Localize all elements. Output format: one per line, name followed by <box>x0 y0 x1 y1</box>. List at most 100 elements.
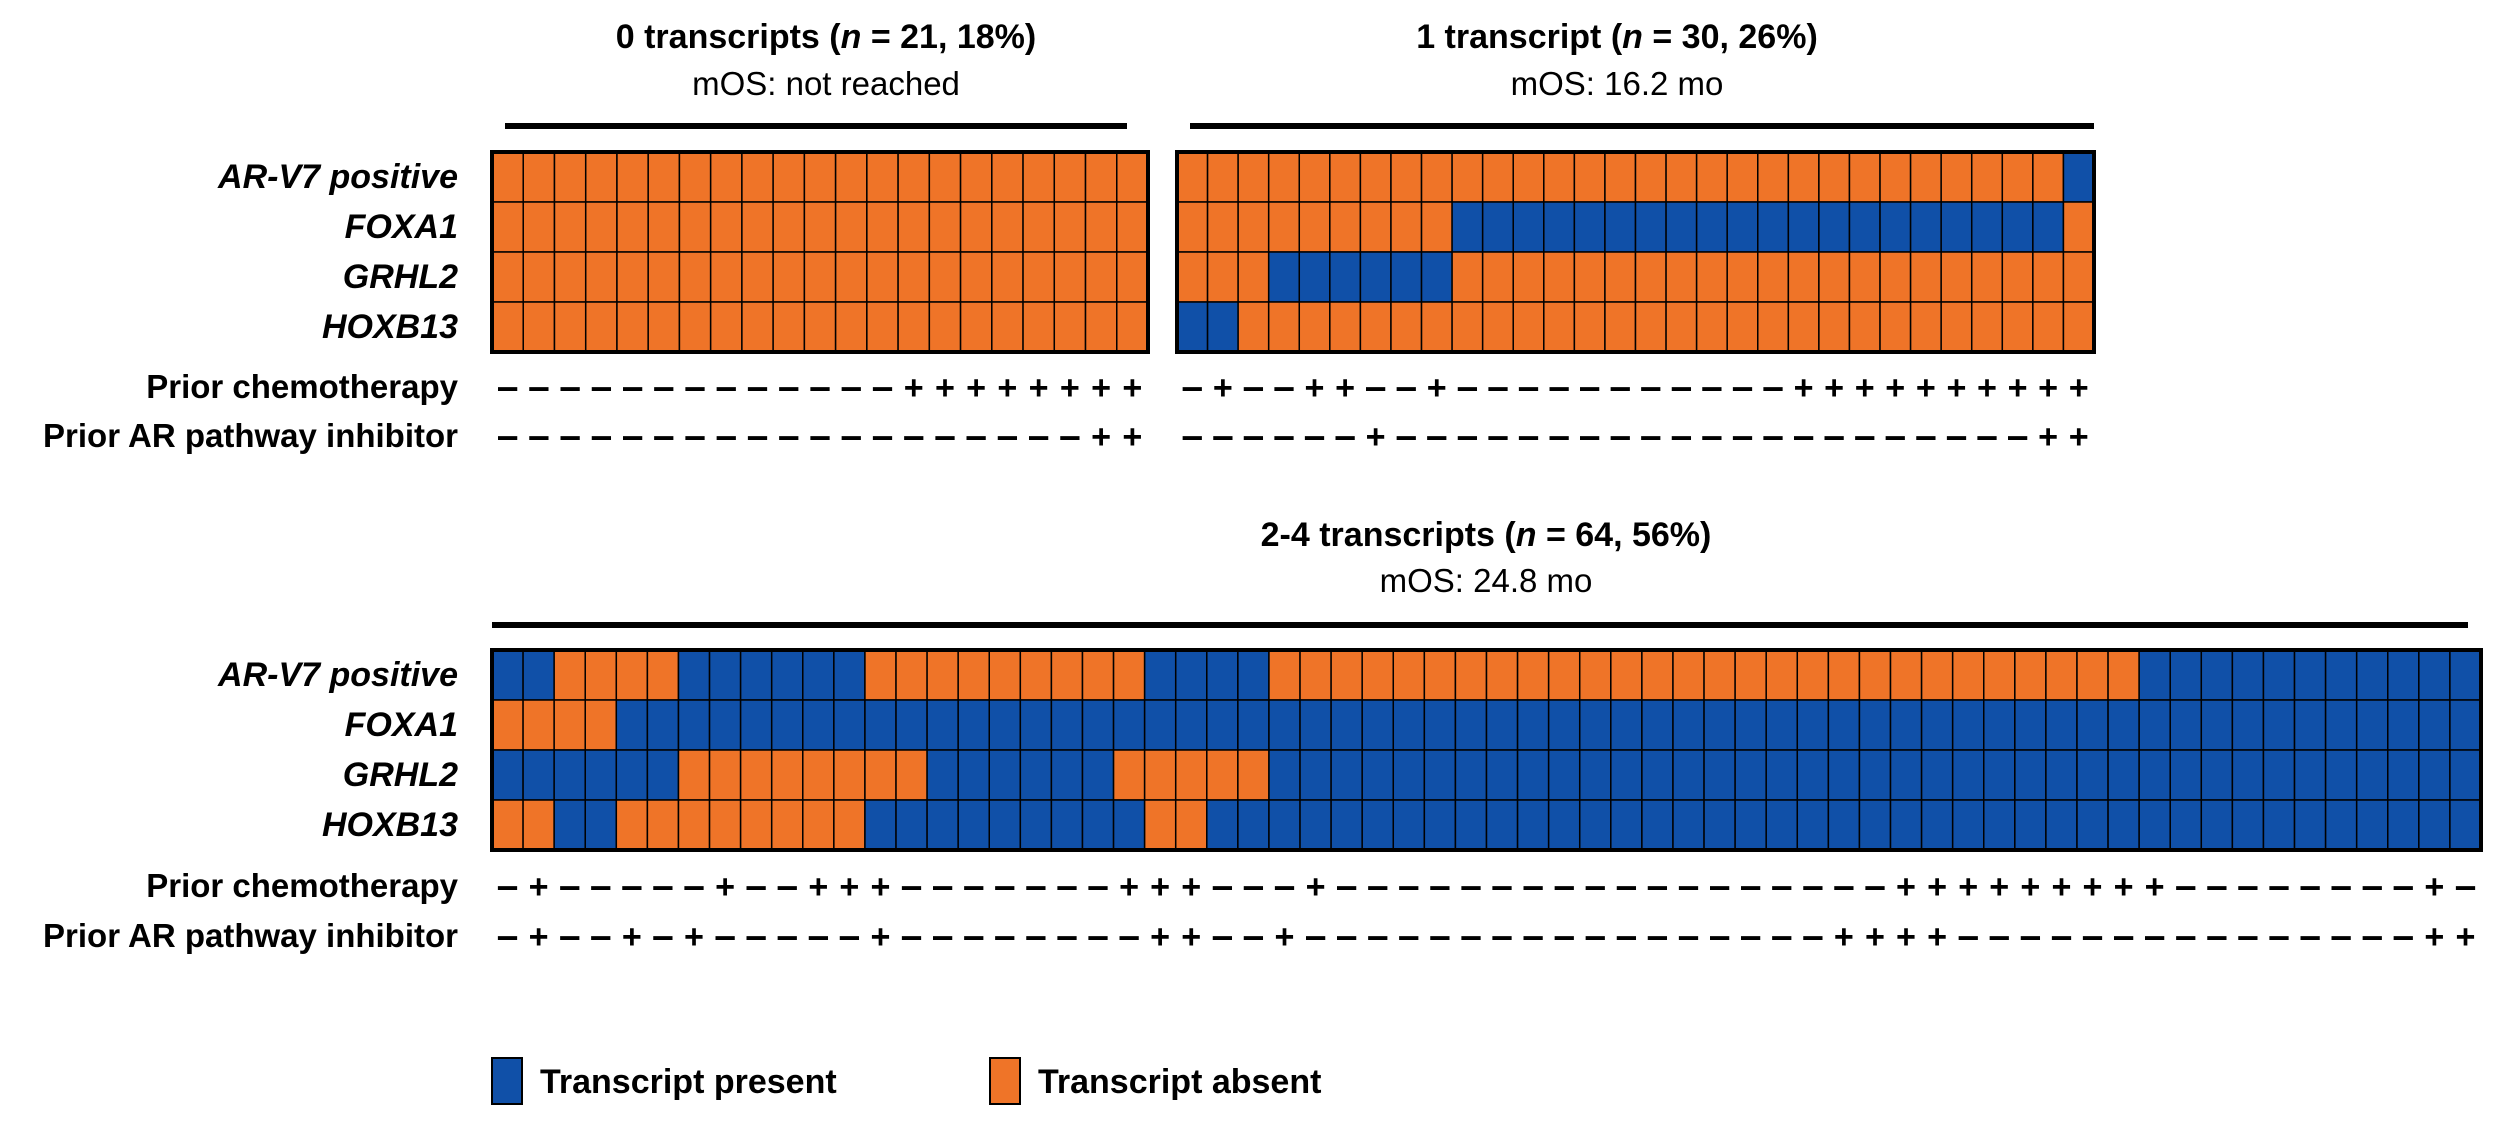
cell-r0-c8 <box>1420 151 1453 203</box>
chemo-mark-4: + <box>1305 368 1324 406</box>
cell-r3-c28 <box>2032 301 2065 353</box>
chemo-mark-11: + <box>840 867 859 905</box>
cell-r3-c57 <box>2262 799 2296 851</box>
chemo-mark-37: – <box>1648 867 1668 905</box>
cell-r2-c15 <box>1634 251 1667 303</box>
cell-r2-c28 <box>1361 749 1395 801</box>
cell-r3-c50 <box>2045 799 2078 851</box>
cell-r1-c37 <box>1641 699 1674 751</box>
cell-r2-c40 <box>1734 749 1767 801</box>
cell-r3-c59 <box>2324 799 2358 851</box>
cell-r1-c13 <box>897 201 931 253</box>
cell-r2-c10 <box>803 251 837 303</box>
arpi-mark-30: – <box>1430 917 1450 955</box>
group-0: 0 transcripts (n = 21, 18%) mOS: not reac… <box>43 18 1150 455</box>
cell-r2-c13 <box>895 749 928 801</box>
chemo-mark-7: – <box>1397 368 1417 406</box>
cell-r3-c33 <box>1516 799 1550 851</box>
cell-r2-c7 <box>1390 251 1423 303</box>
cell-r3-c9 <box>772 301 806 353</box>
legend-swatch-present <box>491 1057 523 1105</box>
cell-r3-c3 <box>1267 301 1301 353</box>
cell-r3-c0 <box>491 799 524 851</box>
row-label: FOXA1 <box>345 208 458 246</box>
cell-r2-c51 <box>2076 749 2109 801</box>
cell-r3-c1 <box>1206 301 1239 353</box>
cell-r1-c49 <box>2014 699 2047 751</box>
chemo-mark-9: – <box>779 368 799 406</box>
arpi-mark-14: – <box>935 417 955 455</box>
arpi-mark-59: – <box>2332 917 2352 955</box>
chemo-mark-26: + <box>1306 867 1325 905</box>
cell-r2-c63 <box>2449 749 2482 801</box>
cell-r2-c15 <box>957 749 990 801</box>
chemo-mark-33: – <box>1523 867 1543 905</box>
cell-r2-c28 <box>2032 251 2065 303</box>
arpi-mark-1: + <box>529 917 548 955</box>
arpi-mark-24: – <box>1244 917 1264 955</box>
cell-r3-c5 <box>646 799 680 851</box>
arpi-mark-28: – <box>1368 917 1388 955</box>
cell-r2-c4 <box>616 251 649 303</box>
cell-r0-c19 <box>1757 151 1790 203</box>
cell-r0-c41 <box>1765 649 1799 701</box>
cell-r3-c3 <box>584 301 618 353</box>
cell-r2-c12 <box>864 749 897 801</box>
cell-r1-c4 <box>1298 201 1331 253</box>
cell-r0-c59 <box>2324 649 2358 701</box>
cell-r2-c4 <box>1298 251 1331 303</box>
cell-r0-c14 <box>928 151 962 203</box>
chemo-mark-5: – <box>653 867 673 905</box>
chemo-mark-46: + <box>1928 867 1947 905</box>
row-label: HOXB13 <box>322 308 458 346</box>
cell-r0-c24 <box>1909 151 1942 203</box>
cell-r3-c29 <box>1392 799 1426 851</box>
cell-r0-c37 <box>1641 649 1674 701</box>
cell-r0-c2 <box>553 649 586 701</box>
chemo-mark-43: – <box>1834 867 1854 905</box>
chemo-mark-61: – <box>2394 867 2414 905</box>
arpi-mark-5: – <box>653 917 673 955</box>
heatmap-border <box>490 150 1150 354</box>
chemo-mark-52: + <box>2114 867 2133 905</box>
arpi-mark-2: – <box>1244 417 1264 455</box>
cell-r2-c8 <box>741 251 774 303</box>
cell-r2-c14 <box>1604 251 1637 303</box>
chemo-mark-14: – <box>933 867 953 905</box>
cell-r0-c18 <box>1726 151 1759 203</box>
arpi-mark-8: – <box>747 917 767 955</box>
cell-r0-c8 <box>739 649 773 701</box>
chemo-mark-20: + <box>1794 368 1813 406</box>
arpi-mark-20: + <box>1123 417 1142 455</box>
chemo-mark-10: – <box>810 368 830 406</box>
cell-r0-c3 <box>584 649 618 701</box>
cell-r3-c34 <box>1547 799 1581 851</box>
chemo-mark-1: – <box>529 368 549 406</box>
cell-r2-c11 <box>1512 251 1545 303</box>
arpi-mark-18: – <box>1057 917 1077 955</box>
legend-swatch-absent <box>989 1057 1021 1105</box>
cell-r3-c11 <box>833 799 866 851</box>
cell-r0-c29 <box>1392 649 1426 701</box>
cell-r0-c3 <box>584 151 618 203</box>
cell-r2-c60 <box>2355 749 2389 801</box>
chemo-mark-7: – <box>717 368 737 406</box>
arpi-mark-13: – <box>1580 417 1600 455</box>
cell-r0-c13 <box>897 151 931 203</box>
cell-r3-c16 <box>988 799 1022 851</box>
cell-r2-c21 <box>1143 749 1177 801</box>
chemo-mark-29: – <box>1399 867 1419 905</box>
cell-r2-c5 <box>1329 251 1362 303</box>
heatmap-border <box>1175 150 2096 354</box>
cell-r1-c6 <box>1359 201 1392 253</box>
arpi-mark-16: – <box>1672 417 1692 455</box>
chemo-mark-19: + <box>1092 368 1111 406</box>
cell-r2-c19 <box>1084 251 1118 303</box>
cell-r0-c46 <box>1920 649 1954 701</box>
chemo-mark-22: + <box>1855 368 1874 406</box>
cell-r2-c8 <box>1420 251 1453 303</box>
cell-r3-c54 <box>2169 799 2203 851</box>
cell-r0-c45 <box>1889 649 1923 701</box>
cell-r3-c23 <box>1206 799 1239 851</box>
chemo-mark-2: – <box>560 867 580 905</box>
